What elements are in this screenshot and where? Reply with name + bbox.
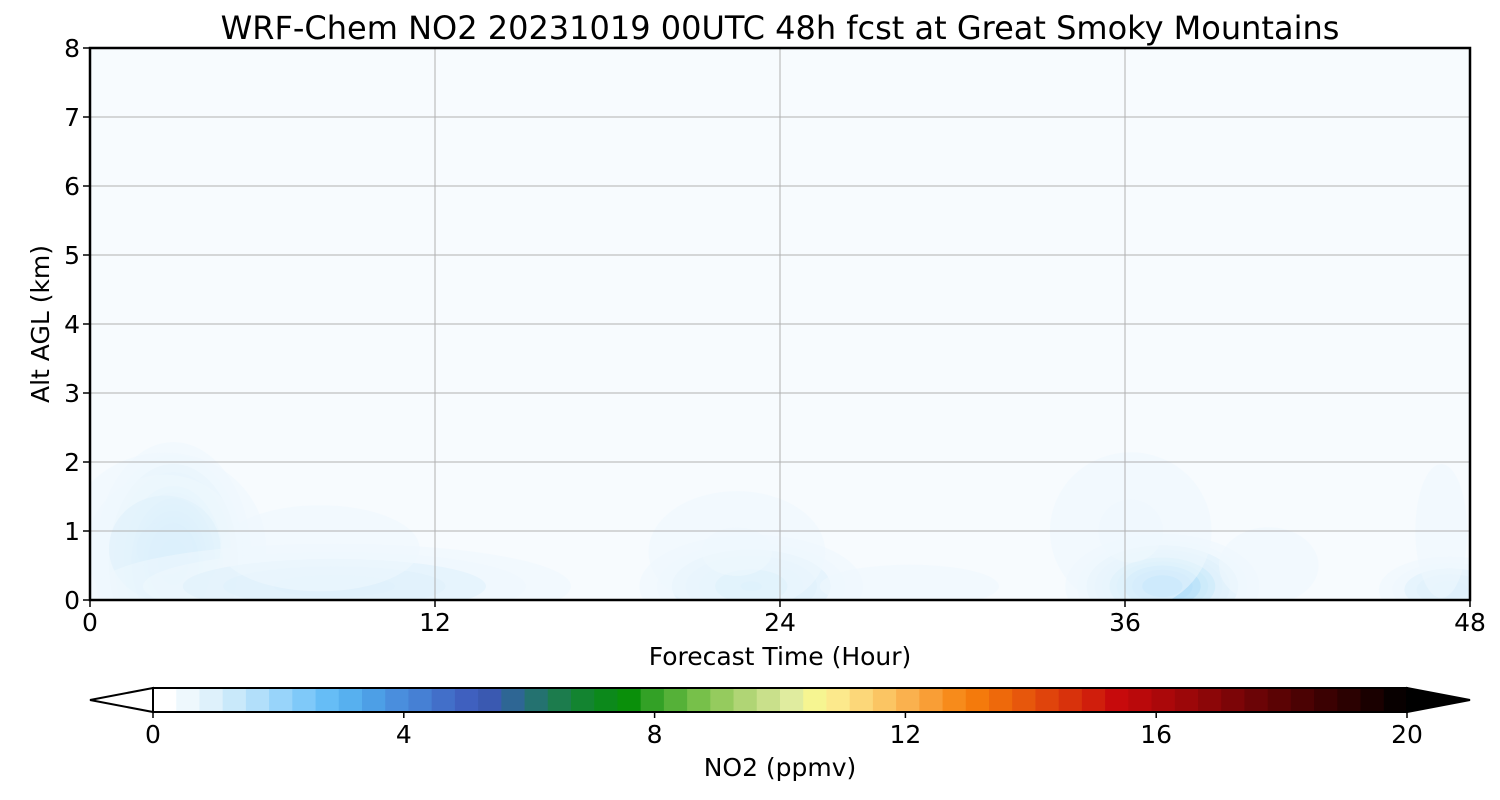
colorbar-swatch [687, 688, 711, 712]
colorbar-swatch [153, 688, 177, 712]
y-tick-label: 3 [64, 379, 80, 408]
y-tick-label: 4 [64, 310, 80, 339]
colorbar-swatch [710, 688, 735, 712]
colorbar-ticks: 0 4 8 12 16 20 [145, 712, 1423, 749]
colorbar-swatch [571, 688, 595, 712]
y-tick-label: 2 [64, 448, 80, 477]
colorbar-tick-label: 8 [647, 720, 663, 749]
colorbar-swatch [176, 688, 201, 712]
colorbar-swatch [454, 688, 479, 712]
colorbar-swatch [849, 688, 874, 712]
colorbar-swatch [803, 688, 828, 712]
colorbar-swatch [617, 688, 642, 712]
y-tick-label: 5 [64, 241, 80, 270]
colorbar-swatch [1012, 688, 1037, 712]
colorbar-swatch [269, 688, 293, 712]
colorbar-swatch [1314, 688, 1338, 712]
y-tick-label: 0 [64, 586, 80, 615]
colorbar-tick-label: 4 [396, 720, 412, 749]
colorbar-swatch [663, 688, 688, 712]
colorbar-extend-high [1406, 686, 1471, 714]
colorbar-swatches [153, 688, 1408, 712]
x-tick-label: 0 [82, 608, 98, 637]
y-axis-ticks: 0 1 2 3 4 5 6 7 8 [64, 34, 90, 615]
y-tick-label: 7 [64, 103, 80, 132]
colorbar-swatch [1383, 688, 1408, 712]
colorbar-swatch [942, 688, 967, 712]
colorbar-swatch [1290, 688, 1315, 712]
y-tick-label: 6 [64, 172, 80, 201]
colorbar-swatch [431, 688, 456, 712]
grid [90, 48, 1470, 600]
y-axis-label: Alt AGL (km) [26, 245, 55, 403]
colorbar-swatch [222, 688, 247, 712]
colorbar-swatch [547, 688, 572, 712]
colorbar-swatch [338, 688, 363, 712]
colorbar-frame [152, 687, 1408, 713]
colorbar-swatch [1105, 688, 1129, 712]
colorbar-swatch [199, 688, 224, 712]
x-tick-label: 48 [1454, 608, 1486, 637]
colorbar-swatch [1058, 688, 1083, 712]
colorbar-swatch [362, 688, 386, 712]
colorbar-swatch [292, 688, 317, 712]
colorbar-swatch [478, 688, 502, 712]
colorbar-swatch [385, 688, 410, 712]
no2-feature [220, 505, 420, 592]
x-tick-label: 24 [764, 608, 796, 637]
colorbar-swatch [965, 688, 990, 712]
colorbar-label: NO2 (ppmv) [704, 753, 857, 782]
x-axis-label: Forecast Time (Hour) [649, 642, 912, 671]
colorbar-tick-label: 16 [1140, 720, 1172, 749]
colorbar-swatch [315, 688, 340, 712]
colorbar-swatch [245, 688, 270, 712]
colorbar-swatch [1244, 688, 1269, 712]
colorbar-swatch [1151, 688, 1176, 712]
colorbar-tick-label: 20 [1391, 720, 1423, 749]
x-axis-ticks: 0 12 24 36 48 [82, 600, 1486, 637]
colorbar-swatch [756, 688, 781, 712]
colorbar-swatch [1267, 688, 1292, 712]
no2-feature [1218, 527, 1319, 600]
colorbar: 0 4 8 12 16 20 NO2 (ppmv) [89, 686, 1471, 782]
colorbar-swatch [501, 688, 526, 712]
colorbar-swatch [408, 688, 433, 712]
colorbar-swatch [1221, 688, 1246, 712]
colorbar-swatch [594, 688, 619, 712]
colorbar-swatch [1198, 688, 1222, 712]
no2-feature [648, 491, 826, 600]
colorbar-swatch [640, 688, 665, 712]
colorbar-swatch [826, 688, 851, 712]
no2-field [90, 442, 1470, 600]
colorbar-swatch [1360, 688, 1385, 712]
colorbar-swatch [1035, 688, 1060, 712]
colorbar-swatch [1337, 688, 1362, 712]
x-tick-label: 12 [419, 608, 451, 637]
colorbar-tick-label: 12 [889, 720, 921, 749]
colorbar-swatch [1174, 688, 1199, 712]
colorbar-swatch [733, 688, 758, 712]
colorbar-swatch [919, 688, 944, 712]
colorbar-swatch [896, 688, 920, 712]
no2-contour-band [819, 564, 999, 600]
chart-title: WRF-Chem NO2 20231019 00UTC 48h fcst at … [221, 9, 1340, 47]
no2-contour-band [1218, 527, 1319, 600]
colorbar-extend-low [89, 686, 154, 714]
no2-feature [819, 564, 999, 600]
no2-contour-band [701, 527, 773, 576]
x-tick-label: 36 [1109, 608, 1141, 637]
y-tick-label: 8 [64, 34, 80, 63]
colorbar-swatch [524, 688, 549, 712]
colorbar-swatch [872, 688, 897, 712]
colorbar-swatch [989, 688, 1013, 712]
y-tick-label: 1 [64, 517, 80, 546]
colorbar-swatch [1128, 688, 1153, 712]
colorbar-swatch [1081, 688, 1106, 712]
colorbar-tick-label: 0 [145, 720, 161, 749]
no2-contour-band [220, 505, 420, 592]
colorbar-swatch [780, 688, 804, 712]
